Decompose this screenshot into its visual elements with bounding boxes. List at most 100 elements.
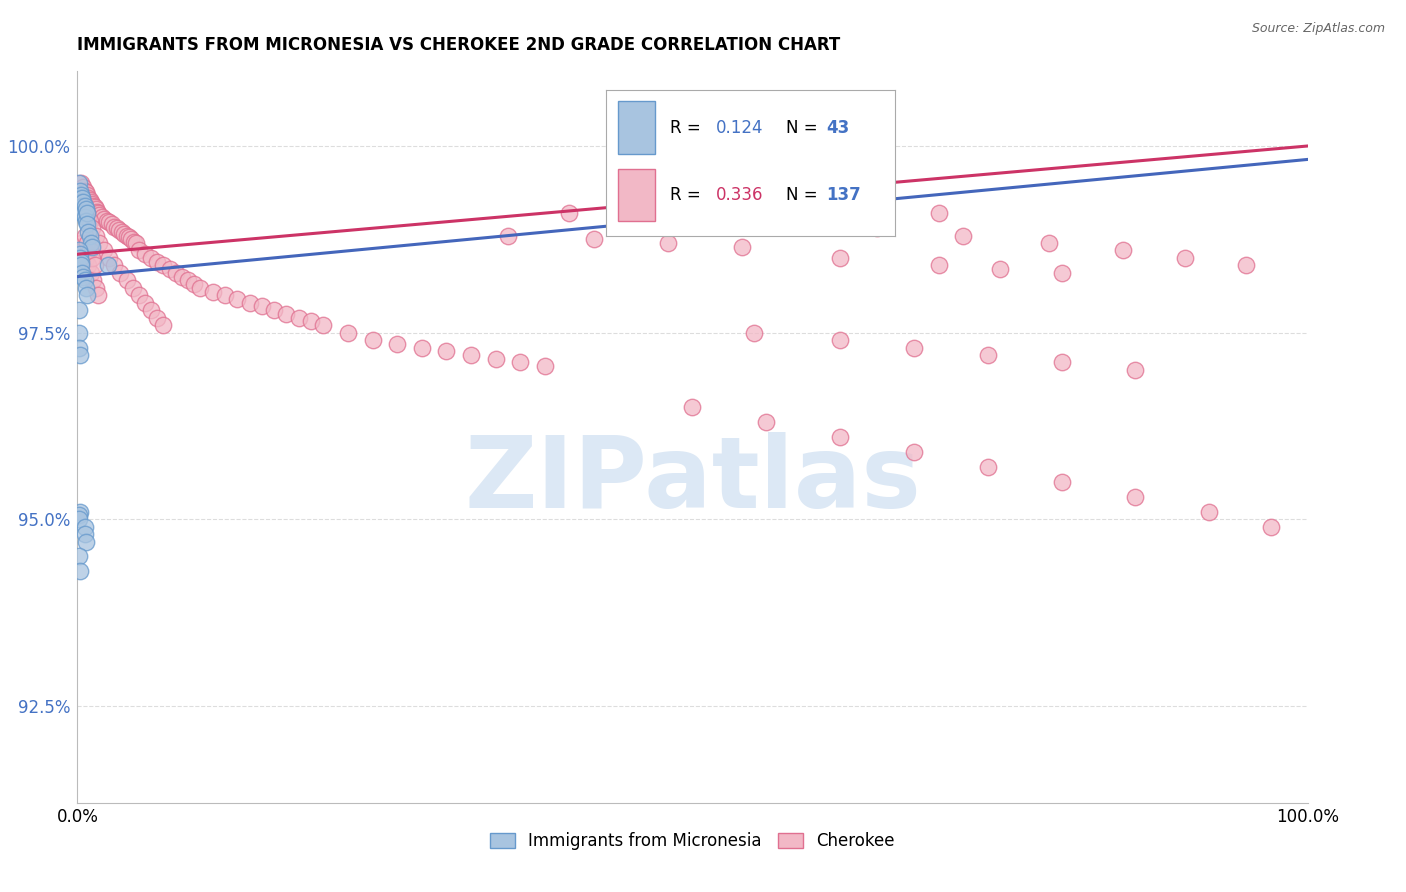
- Point: [69, 348, 91, 362]
- Point: [115, 273, 138, 287]
- Point: [239, 295, 262, 310]
- Point: [80, 266, 103, 280]
- Point: [69, 251, 91, 265]
- Point: [558, 206, 581, 220]
- Point: [76, 206, 98, 220]
- Point: [105, 221, 128, 235]
- Point: [780, 213, 803, 227]
- Point: [411, 341, 433, 355]
- Point: [70, 191, 93, 205]
- Point: [86, 204, 108, 219]
- Point: [67, 341, 90, 355]
- Point: [84, 281, 107, 295]
- Point: [1050, 266, 1073, 280]
- Point: [830, 430, 852, 444]
- Point: [70, 259, 93, 273]
- Point: [866, 221, 889, 235]
- Point: [79, 228, 101, 243]
- Point: [866, 210, 889, 224]
- Point: [250, 300, 273, 314]
- Point: [121, 281, 143, 295]
- Point: [682, 213, 704, 227]
- Point: [70, 235, 93, 250]
- Point: [159, 262, 181, 277]
- Point: [73, 199, 96, 213]
- Point: [1125, 490, 1147, 504]
- Point: [82, 221, 104, 235]
- Point: [75, 213, 97, 227]
- Point: [83, 259, 105, 273]
- Point: [1050, 355, 1073, 369]
- Point: [385, 336, 409, 351]
- Point: [82, 197, 104, 211]
- Point: [1198, 505, 1220, 519]
- Point: [214, 288, 236, 302]
- Point: [977, 348, 1000, 362]
- Point: [72, 244, 94, 258]
- Point: [903, 445, 925, 459]
- Point: [76, 187, 98, 202]
- Point: [1260, 519, 1282, 533]
- Point: [67, 326, 90, 340]
- Point: [1038, 235, 1060, 250]
- Point: [496, 228, 519, 243]
- Point: [128, 288, 150, 302]
- Point: [226, 292, 249, 306]
- Point: [72, 206, 94, 220]
- Point: [67, 177, 90, 191]
- Point: [70, 266, 93, 280]
- Point: [70, 187, 93, 202]
- Point: [134, 295, 156, 310]
- Point: [76, 218, 98, 232]
- Point: [276, 307, 298, 321]
- Point: [682, 401, 704, 415]
- Point: [903, 341, 925, 355]
- Point: [436, 344, 458, 359]
- Point: [188, 281, 212, 295]
- Point: [108, 222, 131, 236]
- Point: [928, 206, 950, 220]
- Point: [118, 230, 141, 244]
- Point: [128, 244, 150, 258]
- Point: [67, 549, 90, 564]
- Point: [146, 254, 169, 268]
- Point: [755, 415, 778, 429]
- Point: [77, 259, 100, 273]
- Point: [141, 251, 163, 265]
- Point: [69, 565, 91, 579]
- Point: [97, 259, 120, 273]
- Point: [460, 348, 482, 362]
- Point: [1112, 244, 1135, 258]
- Point: [76, 206, 98, 220]
- Point: [70, 254, 93, 268]
- Point: [80, 194, 103, 209]
- Point: [67, 512, 90, 526]
- Point: [72, 180, 94, 194]
- Point: [112, 227, 135, 241]
- Point: [742, 326, 765, 340]
- Point: [75, 251, 97, 265]
- Point: [988, 262, 1011, 277]
- Point: [70, 194, 93, 209]
- Legend: Immigrants from Micronesia, Cherokee: Immigrants from Micronesia, Cherokee: [484, 825, 901, 856]
- Point: [82, 199, 104, 213]
- Point: [183, 277, 205, 291]
- Point: [72, 194, 94, 209]
- Point: [98, 251, 121, 265]
- Text: ZIPatlas: ZIPatlas: [464, 433, 921, 530]
- Point: [87, 206, 110, 220]
- Point: [79, 213, 101, 227]
- Point: [73, 199, 96, 213]
- Point: [93, 212, 115, 227]
- Point: [70, 177, 93, 191]
- Point: [952, 228, 974, 243]
- Point: [67, 303, 90, 318]
- Point: [87, 288, 110, 302]
- Point: [201, 285, 224, 299]
- Point: [75, 534, 97, 549]
- Point: [69, 247, 91, 261]
- Point: [79, 244, 101, 258]
- Point: [89, 208, 111, 222]
- Point: [312, 318, 335, 332]
- Point: [830, 333, 852, 347]
